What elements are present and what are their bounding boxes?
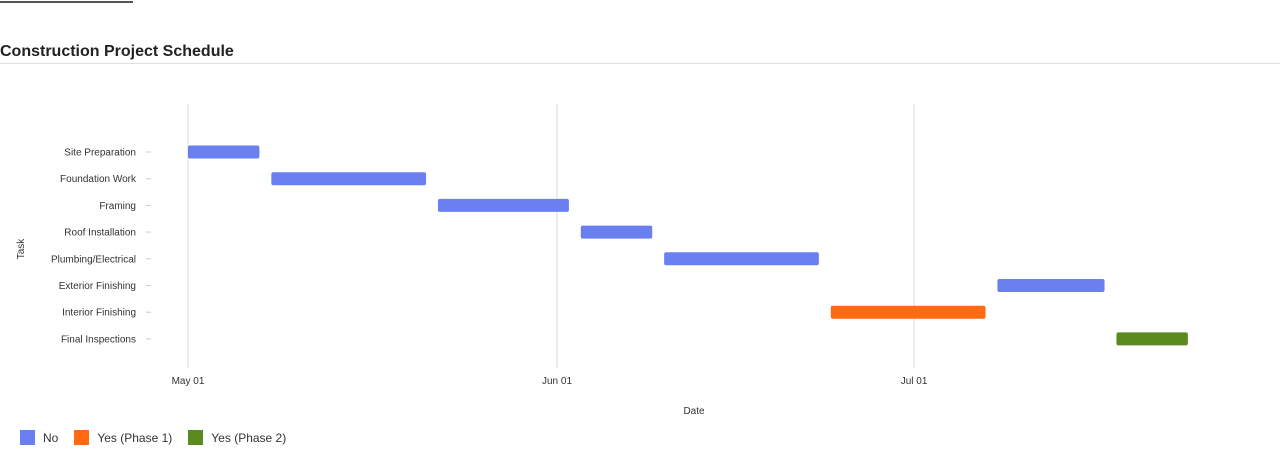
legend-item[interactable]: Yes (Phase 1) bbox=[74, 430, 172, 445]
y-tick-label: Site Preparation bbox=[64, 148, 136, 159]
page-title: Construction Project Schedule bbox=[0, 43, 234, 60]
y-axis-title: Task bbox=[16, 238, 27, 260]
legend-swatch bbox=[188, 430, 204, 445]
y-tick-label: Framing bbox=[99, 201, 136, 212]
task-bar bbox=[437, 198, 569, 212]
chart-legend: No Yes (Phase 1) Yes (Phase 2) bbox=[20, 430, 302, 445]
task-bar bbox=[271, 172, 427, 186]
y-tick-label: Exterior Finishing bbox=[59, 281, 136, 292]
legend-label: Yes (Phase 1) bbox=[97, 430, 173, 445]
task-bars bbox=[188, 145, 1188, 346]
y-tick-label: Plumbing/Electrical bbox=[51, 254, 136, 265]
task-bar bbox=[997, 279, 1105, 292]
x-tick-label: Jun 01 bbox=[542, 376, 572, 387]
y-tick-label: Roof Installation bbox=[64, 228, 136, 239]
legend-swatch bbox=[20, 430, 35, 445]
x-axis-title: Date bbox=[683, 406, 705, 417]
y-tick-label: Foundation Work bbox=[60, 174, 137, 185]
y-tick-label: Interior Finishing bbox=[62, 308, 136, 319]
legend-label: No bbox=[43, 430, 59, 445]
task-bar bbox=[830, 305, 986, 319]
legend-label: Yes (Phase 2) bbox=[211, 430, 287, 445]
title-divider bbox=[0, 63, 1280, 64]
legend-item[interactable]: Yes (Phase 2) bbox=[188, 430, 286, 445]
x-axis-labels: May 01 Jun 01 Jul 01 bbox=[172, 376, 928, 387]
task-bar bbox=[1116, 332, 1188, 346]
legend-swatch bbox=[74, 430, 90, 445]
legend-item[interactable]: No bbox=[20, 430, 58, 445]
y-tick-label: Final Inspections bbox=[61, 334, 136, 345]
task-bar bbox=[580, 225, 653, 239]
grid-lines bbox=[187, 104, 915, 368]
x-tick-label: May 01 bbox=[172, 376, 205, 387]
task-bar bbox=[664, 252, 819, 266]
top-tab-indicator bbox=[0, 0, 133, 3]
x-tick-label: Jul 01 bbox=[901, 376, 928, 387]
task-bar bbox=[188, 145, 260, 159]
y-axis-labels: Site Preparation Foundation Work Framing Ro… bbox=[51, 148, 151, 345]
